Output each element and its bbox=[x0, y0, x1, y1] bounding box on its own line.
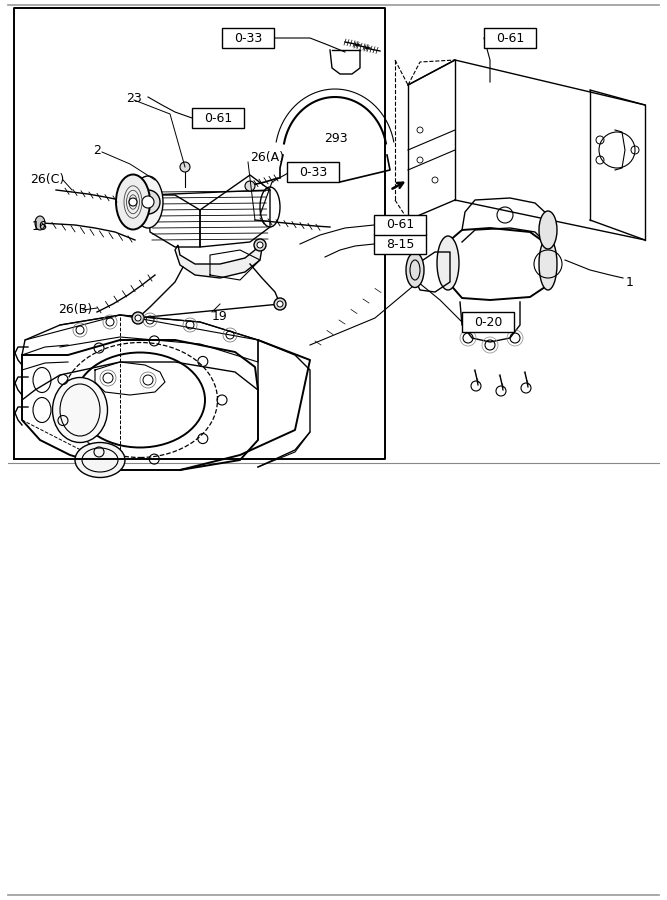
Text: 0-61: 0-61 bbox=[496, 32, 524, 44]
Bar bbox=[484, 28, 536, 48]
Text: 0-61: 0-61 bbox=[204, 112, 232, 124]
Text: 19: 19 bbox=[212, 310, 227, 322]
Circle shape bbox=[135, 315, 141, 321]
Text: 0-61: 0-61 bbox=[386, 219, 414, 231]
Text: 0-33: 0-33 bbox=[299, 166, 327, 178]
Ellipse shape bbox=[539, 238, 557, 290]
Ellipse shape bbox=[53, 377, 107, 443]
Bar bbox=[374, 234, 426, 254]
Circle shape bbox=[277, 301, 283, 307]
Circle shape bbox=[245, 181, 255, 191]
Text: 8-15: 8-15 bbox=[386, 238, 414, 250]
Text: 26(B): 26(B) bbox=[58, 303, 92, 317]
Bar bbox=[192, 108, 244, 128]
Ellipse shape bbox=[75, 443, 125, 478]
Ellipse shape bbox=[116, 175, 150, 230]
Circle shape bbox=[132, 312, 144, 324]
Circle shape bbox=[254, 239, 266, 251]
Circle shape bbox=[142, 196, 154, 208]
Text: 26(A): 26(A) bbox=[250, 151, 284, 165]
Circle shape bbox=[257, 242, 263, 248]
Text: 0-33: 0-33 bbox=[234, 32, 262, 44]
Text: 23: 23 bbox=[126, 92, 142, 104]
Circle shape bbox=[129, 198, 137, 206]
Bar bbox=[222, 28, 274, 48]
Circle shape bbox=[180, 162, 190, 172]
Circle shape bbox=[274, 298, 286, 310]
Text: 1: 1 bbox=[626, 275, 634, 289]
Ellipse shape bbox=[406, 253, 424, 287]
Text: 293: 293 bbox=[324, 131, 348, 145]
Circle shape bbox=[136, 190, 160, 214]
Ellipse shape bbox=[133, 176, 163, 228]
Bar bbox=[287, 162, 339, 182]
Polygon shape bbox=[175, 240, 262, 278]
Ellipse shape bbox=[35, 216, 45, 230]
Text: 16: 16 bbox=[32, 220, 48, 233]
Text: 26(C): 26(C) bbox=[30, 174, 64, 186]
Text: 2: 2 bbox=[93, 143, 101, 157]
Bar bbox=[462, 312, 514, 332]
Ellipse shape bbox=[539, 211, 557, 249]
Ellipse shape bbox=[437, 236, 459, 290]
Bar bbox=[374, 215, 426, 235]
Text: 0-20: 0-20 bbox=[474, 316, 502, 328]
